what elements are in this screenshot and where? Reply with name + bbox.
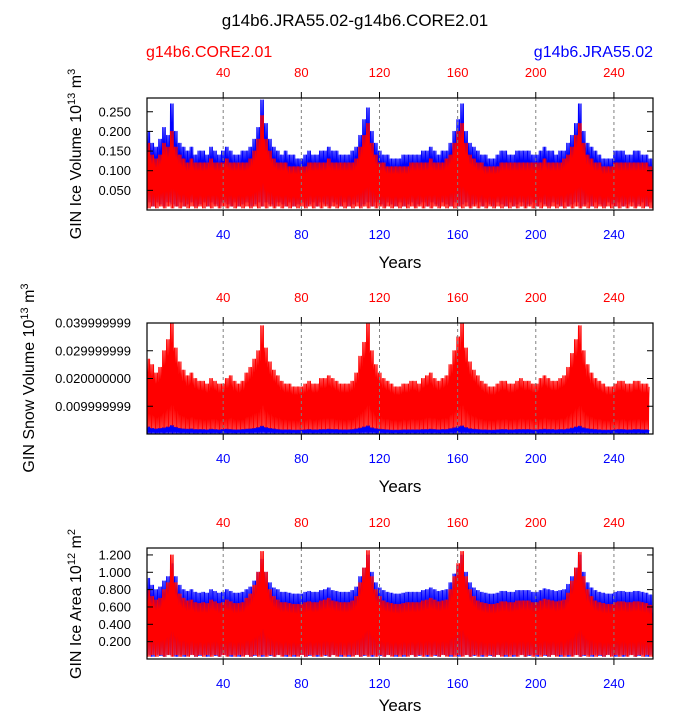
y-tick-label: 0.020000000 [55, 371, 131, 386]
series-line-core [146, 115, 654, 209]
y-tick-label: 0.200 [98, 634, 131, 649]
y-axis-label: GIN Ice Volume 1013 m3 [66, 69, 85, 239]
series-line-core [146, 322, 650, 434]
x-tick-label-top: 160 [447, 515, 469, 530]
x-tick-label-bottom: 80 [294, 676, 308, 691]
x-tick-label-top: 120 [369, 515, 391, 530]
x-tick-label-top: 200 [525, 65, 547, 80]
x-tick-label-top: 240 [603, 290, 625, 305]
x-axis-label: Years [379, 696, 422, 715]
panel-snow-volume: 40 40 80 80 120 120 160 160 200 200 240 240 0.009999… [19, 283, 654, 496]
panel-ice-area: 40 40 80 80 120 120 160 160 200 200 240 240 0.200 0.4… [66, 515, 654, 715]
x-tick-label-top: 40 [216, 515, 230, 530]
x-tick-label-bottom: 40 [216, 676, 230, 691]
series-line-jra [146, 425, 650, 434]
x-tick-label-top: 240 [603, 515, 625, 530]
x-tick-label-top: 160 [447, 290, 469, 305]
x-tick-label-bottom: 160 [447, 227, 469, 242]
x-tick-label-top: 120 [369, 65, 391, 80]
x-tick-label-top: 200 [525, 515, 547, 530]
y-tick-label: 0.600 [98, 599, 131, 614]
legend-jra: g14b6.JRA55.02 [534, 44, 653, 61]
y-tick-label: 0.150 [98, 144, 131, 159]
y-tick-label: 0.039999999 [55, 316, 131, 331]
x-tick-label-bottom: 200 [525, 676, 547, 691]
x-tick-label-bottom: 160 [447, 451, 469, 466]
y-tick-label: 0.400 [98, 617, 131, 632]
plot-frame [146, 97, 654, 211]
x-tick-label-bottom: 80 [294, 227, 308, 242]
series-line-core [146, 550, 654, 657]
y-tick-label: 0.250 [98, 104, 131, 119]
figure-title: g14b6.JRA55.02-g14b6.CORE2.01 [222, 11, 489, 30]
x-tick-label-bottom: 160 [447, 676, 469, 691]
x-tick-label-top: 240 [603, 65, 625, 80]
y-tick-label: 1.000 [98, 565, 131, 580]
legend-core: g14b6.CORE2.01 [146, 44, 272, 61]
x-tick-label-top: 80 [294, 290, 308, 305]
y-tick-label: 0.200 [98, 124, 131, 139]
x-tick-label-bottom: 40 [216, 227, 230, 242]
y-axis-label: GIN Snow Volume 1013 m3 [19, 283, 38, 472]
x-tick-label-bottom: 240 [603, 676, 625, 691]
x-tick-label-bottom: 120 [369, 676, 391, 691]
y-tick-label: 0.800 [98, 582, 131, 597]
x-tick-label-top: 40 [216, 65, 230, 80]
x-tick-label-top: 40 [216, 290, 230, 305]
x-tick-label-top: 80 [294, 515, 308, 530]
y-axis-label: GIN Ice Area 1012 m2 [66, 529, 85, 679]
panel-ice-volume: 40 40 80 80 120 120 160 160 200 200 240 240 0.050 0.1… [66, 65, 654, 272]
x-tick-label-bottom: 120 [369, 451, 391, 466]
x-axis-label: Years [379, 253, 422, 272]
x-tick-label-bottom: 120 [369, 227, 391, 242]
x-tick-label-top: 80 [294, 65, 308, 80]
y-tick-label: 0.050 [98, 183, 131, 198]
y-tick-label: 0.029999999 [55, 343, 131, 358]
x-tick-label-bottom: 240 [603, 227, 625, 242]
x-tick-label-top: 120 [369, 290, 391, 305]
x-tick-label-bottom: 80 [294, 451, 308, 466]
x-tick-label-bottom: 240 [603, 451, 625, 466]
x-tick-label-bottom: 200 [525, 451, 547, 466]
plot-frame [146, 547, 654, 660]
x-axis-label: Years [379, 477, 422, 496]
y-tick-label: 0.100 [98, 163, 131, 178]
x-tick-label-top: 160 [447, 65, 469, 80]
chart-panels: 40 40 80 80 120 120 160 160 200 200 240 240 0.050 0.1… [19, 65, 654, 715]
x-tick-label-top: 200 [525, 290, 547, 305]
x-tick-label-bottom: 40 [216, 451, 230, 466]
y-tick-label: 0.009999999 [55, 399, 131, 414]
x-tick-label-bottom: 200 [525, 227, 547, 242]
y-tick-label: 1.200 [98, 547, 131, 562]
